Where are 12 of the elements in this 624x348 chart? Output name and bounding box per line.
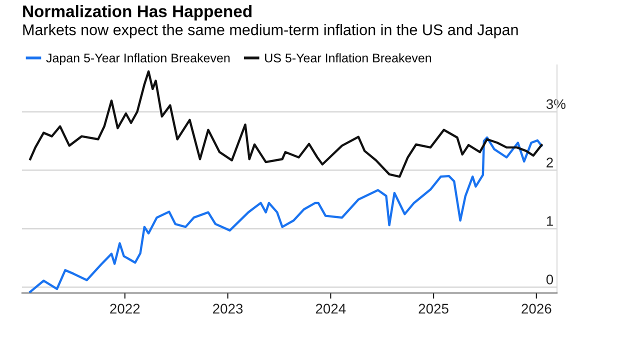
x-tick-label: 2023 [213, 304, 243, 314]
y-tick-label: 1 [546, 216, 553, 226]
y-tick-label: 2 [546, 158, 553, 168]
legend-label: US 5-Year Inflation Breakeven [265, 53, 432, 62]
x-tick-label: 2022 [110, 304, 140, 314]
x-tick-label: 2025 [418, 304, 448, 314]
y-tick-label: 0 [546, 274, 554, 284]
x-tick-label: 2026 [522, 304, 552, 314]
legend-label: Japan 5-Year Inflation Breakeven [46, 53, 230, 65]
x-tick-label: 2024 [316, 304, 346, 314]
chart-title: Normalization Has Happened [23, 5, 252, 21]
chart-subtitle: Markets now expect the same medium-term inflation in the US and Japan [23, 24, 518, 38]
